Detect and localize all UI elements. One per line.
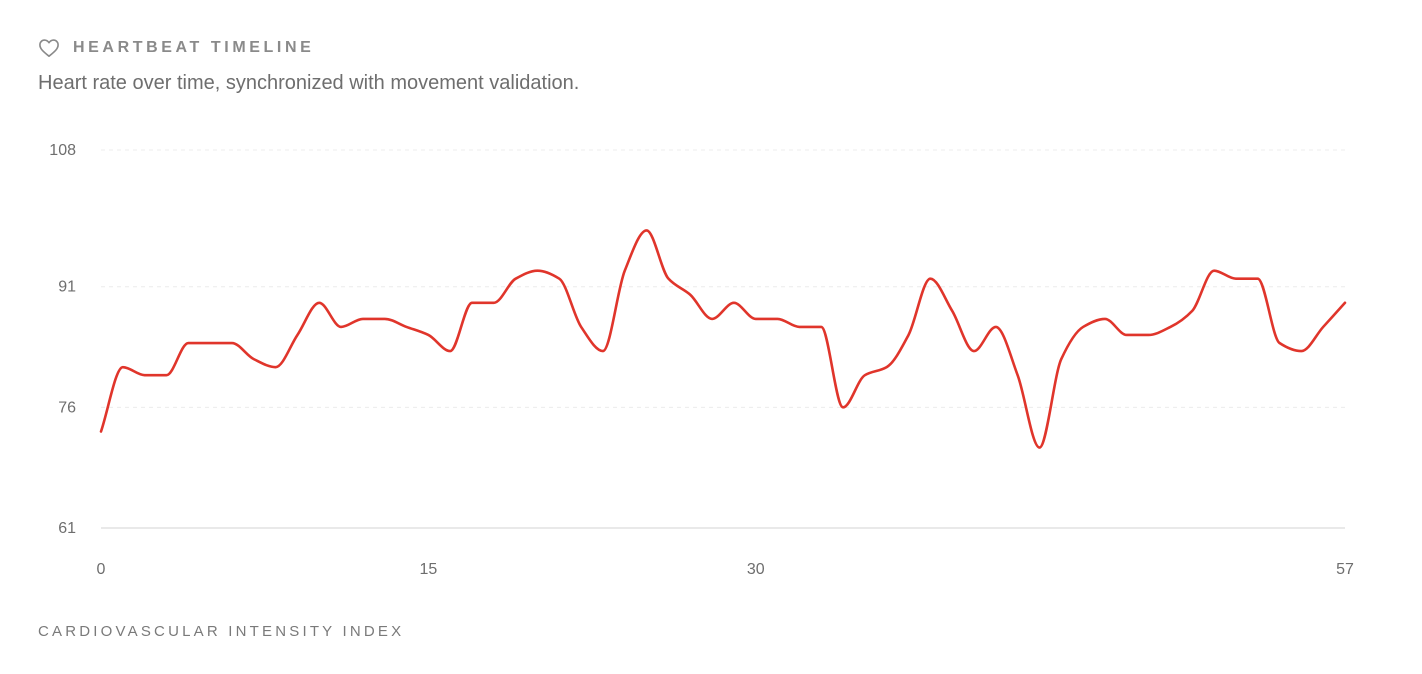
- heart-rate-series-line: [99, 229, 1347, 449]
- data-point[interactable]: [600, 348, 606, 354]
- data-point[interactable]: [818, 324, 824, 330]
- data-point[interactable]: [1015, 372, 1021, 378]
- data-point[interactable]: [1298, 348, 1304, 354]
- chart-header: HEARTBEAT TIMELINE: [38, 38, 314, 58]
- data-point[interactable]: [927, 276, 933, 282]
- data-point[interactable]: [425, 332, 431, 338]
- data-point[interactable]: [556, 276, 562, 282]
- y-tick-label: 91: [58, 279, 76, 296]
- data-point[interactable]: [1080, 324, 1086, 330]
- y-tick-label: 76: [58, 399, 76, 416]
- y-tick-label: 61: [58, 520, 76, 537]
- data-point[interactable]: [884, 364, 890, 370]
- data-point[interactable]: [142, 372, 148, 378]
- data-point[interactable]: [360, 316, 366, 322]
- data-point[interactable]: [1124, 332, 1130, 338]
- data-point[interactable]: [447, 348, 453, 354]
- data-point[interactable]: [338, 324, 344, 330]
- data-point[interactable]: [382, 316, 388, 322]
- data-point[interactable]: [1342, 300, 1348, 306]
- data-point[interactable]: [1167, 324, 1173, 330]
- data-point[interactable]: [163, 372, 169, 378]
- data-point[interactable]: [404, 324, 410, 330]
- data-point[interactable]: [273, 364, 279, 370]
- data-point[interactable]: [665, 276, 671, 282]
- data-point[interactable]: [862, 372, 868, 378]
- data-point[interactable]: [1320, 324, 1326, 330]
- data-point[interactable]: [1277, 340, 1283, 346]
- heart-outline-icon: [38, 38, 60, 58]
- y-tick-label: 108: [49, 142, 76, 159]
- x-axis-labels: 0 15 30 57: [97, 561, 1354, 578]
- data-point[interactable]: [251, 356, 257, 362]
- data-point[interactable]: [775, 316, 781, 322]
- x-tick-label: 0: [97, 561, 106, 578]
- data-point[interactable]: [1211, 268, 1217, 274]
- section-title: HEARTBEAT TIMELINE: [73, 39, 315, 56]
- data-point[interactable]: [993, 324, 999, 330]
- data-point[interactable]: [534, 268, 540, 274]
- heart-rate-line-chart: 108 91 76 61 0 15 30 57: [49, 142, 1354, 578]
- data-point[interactable]: [687, 292, 693, 298]
- data-point[interactable]: [469, 300, 475, 306]
- data-point[interactable]: [1146, 332, 1152, 338]
- x-tick-label: 30: [747, 561, 765, 578]
- data-point[interactable]: [491, 300, 497, 306]
- data-point[interactable]: [513, 276, 519, 282]
- data-point[interactable]: [1189, 308, 1195, 314]
- data-point[interactable]: [731, 300, 737, 306]
- x-tick-label: 15: [419, 561, 437, 578]
- data-point[interactable]: [1233, 276, 1239, 282]
- data-point[interactable]: [185, 340, 191, 346]
- data-point[interactable]: [840, 404, 846, 410]
- x-tick-label: 57: [1336, 561, 1354, 578]
- data-point[interactable]: [207, 340, 213, 346]
- data-point[interactable]: [294, 332, 300, 338]
- grid-lines: [101, 149, 1345, 529]
- data-point[interactable]: [753, 316, 759, 322]
- data-point[interactable]: [1255, 276, 1261, 282]
- data-point[interactable]: [796, 324, 802, 330]
- data-point[interactable]: [906, 332, 912, 338]
- data-point[interactable]: [622, 268, 628, 274]
- data-point[interactable]: [316, 300, 322, 306]
- data-point[interactable]: [971, 348, 977, 354]
- chart-footer-label: CARDIOVASCULAR INTENSITY INDEX: [38, 623, 405, 640]
- y-axis-labels: 108 91 76 61: [49, 142, 76, 537]
- data-point[interactable]: [644, 227, 650, 233]
- data-point[interactable]: [1102, 316, 1108, 322]
- chart-subtitle: Heart rate over time, synchronized with …: [38, 72, 580, 94]
- data-point[interactable]: [709, 316, 715, 322]
- series-layer: [98, 227, 1348, 451]
- data-point[interactable]: [229, 340, 235, 346]
- data-point[interactable]: [98, 428, 104, 434]
- data-point[interactable]: [578, 324, 584, 330]
- data-point[interactable]: [1036, 445, 1042, 451]
- data-point[interactable]: [949, 308, 955, 314]
- data-point[interactable]: [1058, 356, 1064, 362]
- data-point[interactable]: [120, 364, 126, 370]
